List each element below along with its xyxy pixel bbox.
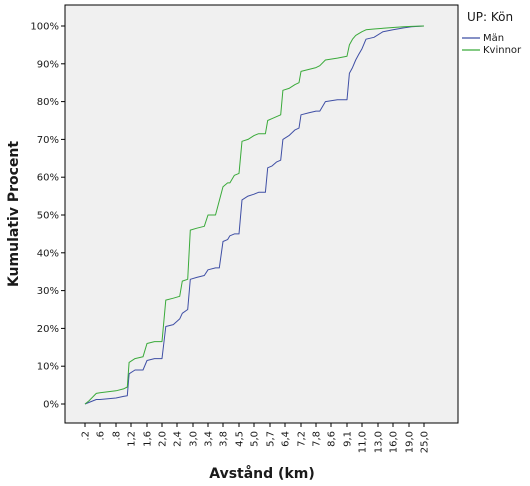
series-line-kvinnor <box>84 25 425 405</box>
x-axis: .2 .6 .8 1,2 1,6 2,0 2,4 3,0 3,4 3,8 4,5 5,0 5,7 6,4 7… <box>81 423 431 453</box>
x-tick-label: 7,8 <box>312 431 323 447</box>
x-axis-title: Avstånd (km) <box>209 465 315 482</box>
x-tick-label: .2 <box>81 431 92 441</box>
x-tick-label: 19,0 <box>405 431 416 453</box>
x-tick-label: 3,0 <box>189 431 200 447</box>
y-tick-label: 50% <box>37 211 59 222</box>
y-tick-label: 90% <box>37 59 59 70</box>
x-tick-label: 16,0 <box>389 431 400 453</box>
x-tick-label: 4,5 <box>235 431 246 447</box>
y-tick-label: 40% <box>37 248 59 259</box>
x-tick-label: 11,0 <box>358 431 369 453</box>
x-tick-label: 3,8 <box>219 431 230 447</box>
series-lines <box>84 25 425 405</box>
x-tick-label: 25,0 <box>420 431 431 453</box>
y-tick-label: 80% <box>37 97 59 108</box>
x-tick-label: 1,2 <box>127 431 138 447</box>
x-tick-label: 5,7 <box>266 431 277 447</box>
y-tick-label: 60% <box>37 173 59 184</box>
x-tick-label: 8,6 <box>327 431 338 447</box>
y-axis-title: Kumulativ Procent <box>6 141 22 287</box>
x-tick-label: 7,2 <box>297 431 308 447</box>
series-line-man <box>84 25 425 405</box>
y-tick-label: 70% <box>37 135 59 146</box>
legend: UP: Kön Män Kvinnor <box>462 10 522 56</box>
x-tick-label: 1,6 <box>143 431 154 447</box>
x-tick-label: 2,0 <box>158 431 169 447</box>
x-tick-label: 3,4 <box>204 431 215 447</box>
x-tick-label: .6 <box>96 431 107 441</box>
x-tick-label: 2,4 <box>173 431 184 447</box>
legend-title: UP: Kön <box>467 10 513 24</box>
y-tick-label: 10% <box>37 362 59 373</box>
y-tick-label: 30% <box>37 286 59 297</box>
x-tick-label: .8 <box>112 431 123 441</box>
x-tick-label: 6,4 <box>281 431 292 447</box>
x-tick-label: 13,0 <box>374 431 385 453</box>
y-axis: 0% 10% 20% 30% 40% 50% 60% 70% 80% 90% 100% <box>30 22 65 411</box>
y-tick-label: 20% <box>37 324 59 335</box>
y-tick-label: 100% <box>30 22 59 33</box>
legend-label-man: Män <box>483 33 504 44</box>
x-tick-label: 5,0 <box>250 431 261 447</box>
y-tick-label: 0% <box>43 400 59 411</box>
legend-label-kvinnor: Kvinnor <box>483 45 522 56</box>
plot-area <box>64 4 459 424</box>
x-tick-label: 9,1 <box>343 431 354 447</box>
